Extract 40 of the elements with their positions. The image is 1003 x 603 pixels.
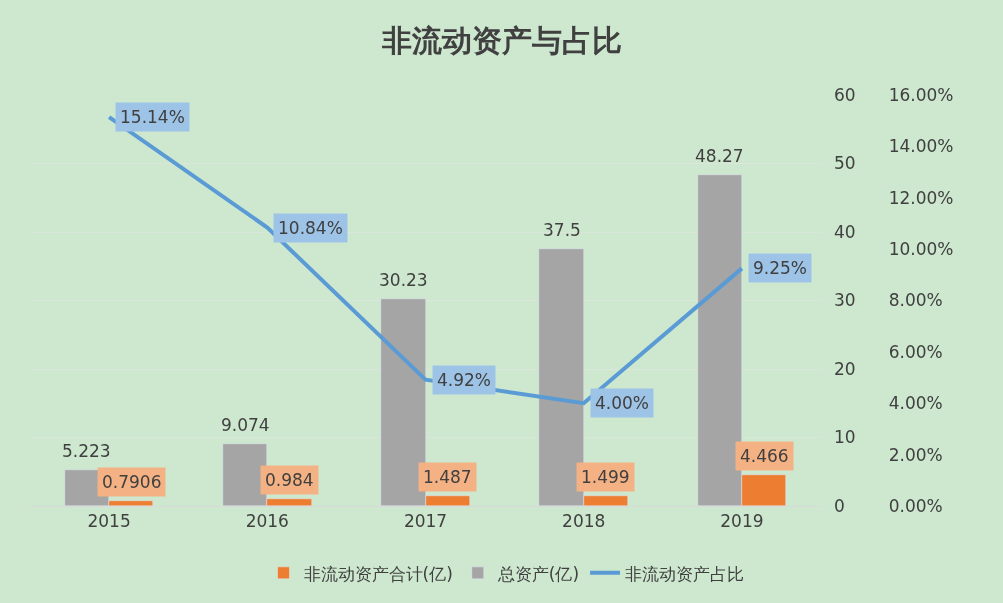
x-tick-label: 2017 <box>403 511 448 532</box>
y-tick-label: 0 <box>833 495 845 516</box>
data-label: 9.074 <box>221 415 270 435</box>
y2-tick-label: 6.00% <box>888 341 943 362</box>
data-label: 9.25% <box>753 258 808 278</box>
legend-label: 总资产(亿) <box>496 563 580 584</box>
data-label: 0.984 <box>265 470 314 490</box>
data-label: 5.223 <box>62 441 111 461</box>
data-label: 10.84% <box>278 218 343 238</box>
data-label: 1.499 <box>581 467 630 487</box>
x-tick-label: 2018 <box>562 511 606 532</box>
y2-tick-label: 2.00% <box>888 444 943 465</box>
legend-label: 非流动资产占比 <box>625 563 745 584</box>
y-tick-label: 40 <box>833 221 856 242</box>
y2-tick-label: 4.00% <box>888 393 943 414</box>
y-tick-label: 60 <box>833 84 856 105</box>
y2-tick-label: 12.00% <box>888 187 954 208</box>
x-tick-label: 2016 <box>245 511 289 532</box>
data-label: 4.00% <box>595 393 650 413</box>
data-label: 4.92% <box>437 370 492 390</box>
data-label: 0.7906 <box>102 472 162 492</box>
y2-tick-label: 16.00% <box>888 84 954 105</box>
x-tick-label: 2015 <box>87 511 131 532</box>
y2-tick-label: 10.00% <box>888 239 954 260</box>
data-label: 15.14% <box>120 107 185 127</box>
y-tick-label: 20 <box>833 358 856 379</box>
y2-tick-label: 0.00% <box>888 495 943 516</box>
y-tick-label: 50 <box>833 153 856 174</box>
y2-tick-label: 8.00% <box>888 290 943 311</box>
data-label: 30.23 <box>379 270 428 290</box>
y-tick-label: 10 <box>833 427 856 448</box>
data-label: 1.487 <box>423 467 472 487</box>
legend-label: 非流动资产合计(亿) <box>303 563 453 584</box>
data-label: 37.5 <box>543 220 581 240</box>
x-tick-label: 2019 <box>720 511 764 532</box>
chart-title: 非流动资产与占比 <box>380 23 622 59</box>
y2-tick-label: 14.00% <box>888 136 954 157</box>
data-label: 4.466 <box>740 446 789 466</box>
y-tick-label: 30 <box>833 290 856 311</box>
data-label: 48.27 <box>695 146 744 166</box>
